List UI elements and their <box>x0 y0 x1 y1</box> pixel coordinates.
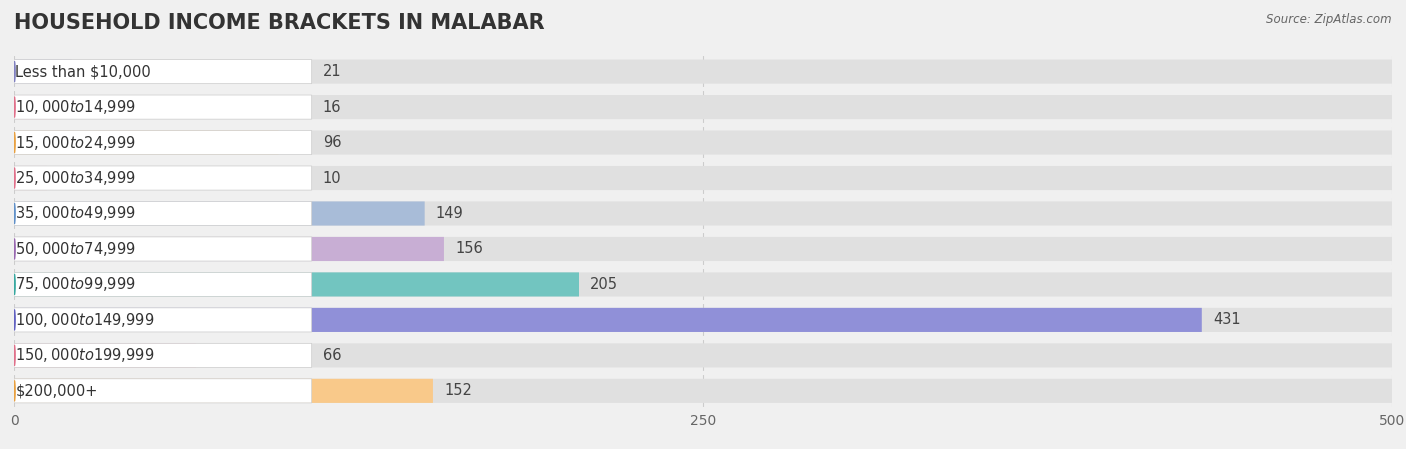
Text: 96: 96 <box>323 135 342 150</box>
FancyBboxPatch shape <box>14 166 1392 190</box>
FancyBboxPatch shape <box>14 343 312 367</box>
Circle shape <box>14 345 15 365</box>
FancyBboxPatch shape <box>14 60 72 84</box>
Text: $50,000 to $74,999: $50,000 to $74,999 <box>15 240 136 258</box>
Circle shape <box>14 62 15 82</box>
FancyBboxPatch shape <box>14 343 1392 367</box>
Circle shape <box>14 381 15 401</box>
Text: $75,000 to $99,999: $75,000 to $99,999 <box>15 275 136 294</box>
FancyBboxPatch shape <box>14 308 312 332</box>
Circle shape <box>14 310 15 330</box>
Text: $200,000+: $200,000+ <box>15 383 98 398</box>
FancyBboxPatch shape <box>14 166 312 190</box>
FancyBboxPatch shape <box>14 379 433 403</box>
Circle shape <box>14 132 15 153</box>
FancyBboxPatch shape <box>14 237 312 261</box>
Text: 149: 149 <box>436 206 464 221</box>
FancyBboxPatch shape <box>14 131 278 154</box>
FancyBboxPatch shape <box>14 237 444 261</box>
Text: $100,000 to $149,999: $100,000 to $149,999 <box>15 311 155 329</box>
Text: 152: 152 <box>444 383 472 398</box>
Text: 66: 66 <box>323 348 342 363</box>
FancyBboxPatch shape <box>14 95 1392 119</box>
FancyBboxPatch shape <box>14 202 1392 225</box>
FancyBboxPatch shape <box>14 131 312 154</box>
FancyBboxPatch shape <box>14 60 1392 84</box>
Circle shape <box>14 203 15 224</box>
Text: HOUSEHOLD INCOME BRACKETS IN MALABAR: HOUSEHOLD INCOME BRACKETS IN MALABAR <box>14 13 544 34</box>
Text: $15,000 to $24,999: $15,000 to $24,999 <box>15 133 136 152</box>
Text: Source: ZipAtlas.com: Source: ZipAtlas.com <box>1267 13 1392 26</box>
FancyBboxPatch shape <box>14 273 1392 296</box>
Circle shape <box>14 239 15 259</box>
FancyBboxPatch shape <box>14 131 1392 154</box>
Text: 205: 205 <box>591 277 619 292</box>
FancyBboxPatch shape <box>14 202 312 225</box>
Text: 10: 10 <box>323 171 342 185</box>
Text: 431: 431 <box>1213 313 1240 327</box>
Text: 156: 156 <box>456 242 482 256</box>
FancyBboxPatch shape <box>14 95 312 119</box>
FancyBboxPatch shape <box>14 308 1202 332</box>
FancyBboxPatch shape <box>14 60 312 84</box>
Text: Less than $10,000: Less than $10,000 <box>15 64 152 79</box>
Text: 21: 21 <box>323 64 342 79</box>
Circle shape <box>14 274 15 295</box>
FancyBboxPatch shape <box>14 343 195 367</box>
FancyBboxPatch shape <box>14 379 312 403</box>
FancyBboxPatch shape <box>14 166 48 190</box>
Text: $35,000 to $49,999: $35,000 to $49,999 <box>15 204 136 223</box>
Text: 16: 16 <box>323 100 342 114</box>
Circle shape <box>14 168 15 188</box>
FancyBboxPatch shape <box>14 308 1392 332</box>
FancyBboxPatch shape <box>14 202 425 225</box>
FancyBboxPatch shape <box>14 95 58 119</box>
FancyBboxPatch shape <box>14 273 579 296</box>
Text: $10,000 to $14,999: $10,000 to $14,999 <box>15 98 136 116</box>
FancyBboxPatch shape <box>14 237 1392 261</box>
FancyBboxPatch shape <box>14 379 1392 403</box>
Text: $150,000 to $199,999: $150,000 to $199,999 <box>15 346 155 365</box>
Text: $25,000 to $34,999: $25,000 to $34,999 <box>15 169 136 187</box>
Circle shape <box>14 97 15 117</box>
FancyBboxPatch shape <box>14 273 312 296</box>
